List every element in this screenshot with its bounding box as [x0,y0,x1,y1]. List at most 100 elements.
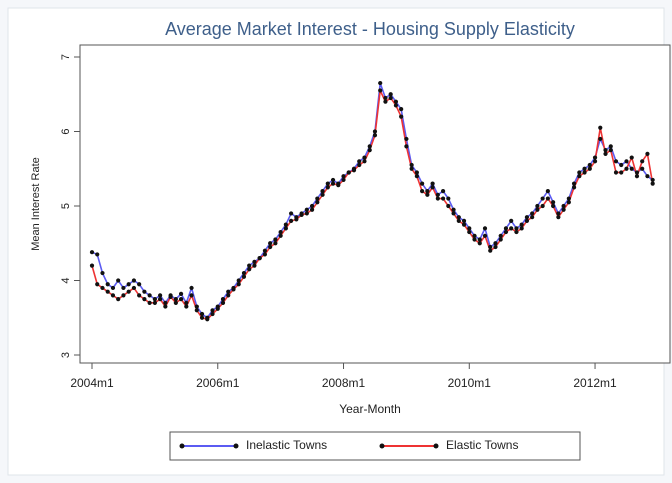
point-marker [456,215,461,220]
point-marker [540,203,545,209]
point-marker [404,136,409,142]
point-marker [603,148,608,153]
point-marker [629,166,634,171]
point-marker [613,170,619,175]
point-marker [351,168,357,173]
point-marker [482,233,488,238]
point-marker [582,166,587,171]
point-marker [608,144,613,149]
point-marker [592,159,598,164]
point-marker [357,159,362,164]
point-marker [503,229,509,235]
point-marker [315,200,320,205]
point-marker [100,270,105,276]
x-tick-label: 2006m1 [196,376,240,390]
point-marker [472,237,477,242]
point-marker [461,222,467,227]
point-marker [378,88,383,93]
point-marker [404,144,409,149]
point-marker [89,263,95,268]
point-marker [116,278,121,283]
point-marker [399,107,404,112]
point-marker [199,315,205,320]
point-marker [341,174,346,179]
point-marker [105,282,110,287]
point-marker [650,177,655,183]
point-marker [142,289,147,294]
point-marker [178,297,184,302]
point-marker [100,285,105,291]
point-marker [309,203,315,209]
y-tick-label: 3 [60,352,72,358]
point-marker [283,222,288,227]
point-marker [524,215,530,220]
point-marker [477,237,482,242]
point-marker [577,174,582,179]
point-marker [247,263,252,268]
point-marker [147,300,152,305]
point-marker [210,311,215,317]
point-marker [645,174,650,179]
point-marker [545,196,550,201]
point-marker [456,218,461,223]
point-marker [126,289,131,294]
point-marker [451,211,456,216]
point-marker [262,252,268,257]
point-marker [535,203,540,209]
point-marker [414,174,419,179]
point-marker [488,248,493,253]
point-marker [116,297,121,302]
point-marker [509,218,514,223]
point-marker [378,80,383,86]
point-marker [220,297,226,302]
point-marker [289,218,294,223]
point-marker [241,274,247,279]
point-marker [110,293,116,298]
point-marker [320,192,325,197]
point-marker [440,196,446,201]
point-marker [383,99,388,104]
point-marker [414,170,419,175]
point-marker [608,148,613,153]
x-tick-label: 2010m1 [448,376,492,390]
point-marker [603,151,608,156]
point-marker [163,300,168,305]
point-marker [650,181,655,186]
point-marker [503,226,509,231]
point-marker [283,226,288,231]
point-marker [357,162,362,168]
y-tick-label: 6 [60,128,72,134]
legend-marker [433,443,439,449]
point-marker [645,151,650,156]
point-marker [629,155,634,160]
point-marker [309,207,315,212]
point-marker [420,181,425,186]
point-marker [498,233,503,238]
point-marker [383,95,388,101]
point-marker [619,162,624,168]
point-marker [173,300,178,305]
point-marker [189,285,194,291]
point-marker [561,207,566,212]
point-marker [299,212,304,218]
point-marker [477,241,482,246]
point-marker [519,222,524,227]
point-marker [173,297,178,302]
point-marker [110,285,116,291]
point-marker [388,95,393,101]
legend-marker [179,443,185,449]
point-marker [425,192,430,197]
x-tick-label: 2004m1 [70,376,114,390]
point-marker [566,196,571,201]
point-marker [367,144,372,149]
point-marker [184,300,189,305]
point-marker [372,133,378,138]
point-marker [152,297,157,302]
point-marker [624,166,629,171]
point-marker [325,185,330,190]
point-marker [89,250,95,255]
point-marker [493,244,498,250]
point-marker [341,177,346,183]
point-marker [430,181,435,186]
